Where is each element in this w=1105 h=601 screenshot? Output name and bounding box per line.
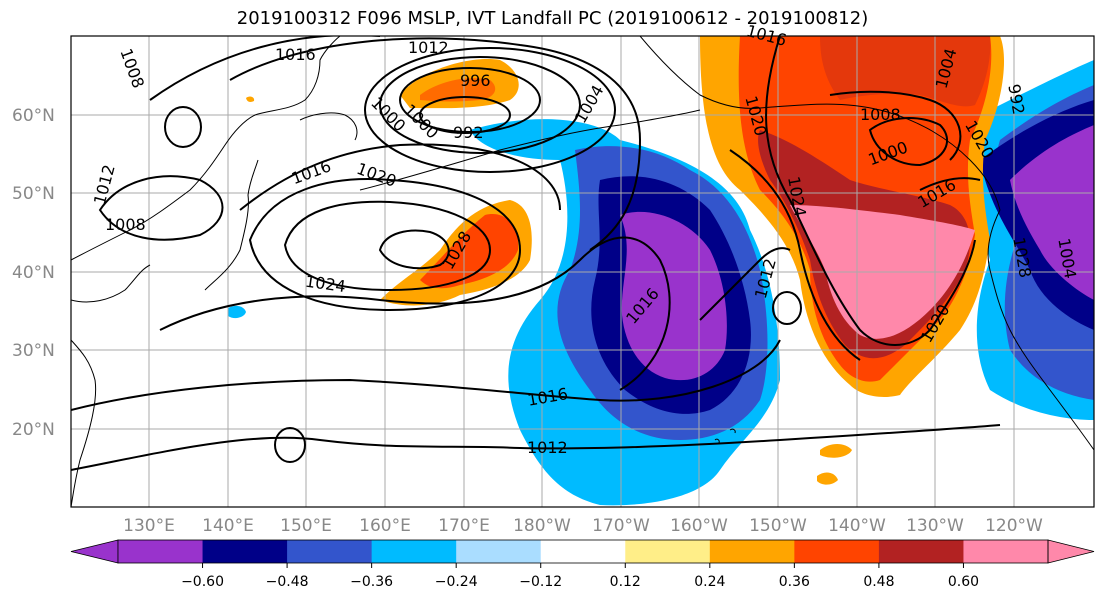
contour-992 [419, 96, 511, 134]
aleutians [359, 109, 701, 191]
contour-label: 996 [460, 71, 491, 90]
colorbar-tick-label: 0.24 [694, 574, 725, 590]
contour-1016-east [919, 177, 981, 191]
colorbar-tick-label: −0.24 [435, 574, 478, 590]
lat-label: 60°N [12, 106, 55, 126]
contour-1024-high [283, 200, 492, 292]
contour-1016-a [149, 36, 380, 101]
contour-label: 992 [453, 123, 484, 142]
colorbar-segment [118, 540, 204, 563]
colorbar-tick-label: −0.60 [181, 574, 224, 590]
latitude-labels: 60°N 50°N 40°N 30°N 20°N [12, 106, 55, 440]
map-frame [70, 35, 1095, 508]
lon-label: 120°W [985, 516, 1043, 536]
lat-label: 30°N [12, 341, 55, 361]
ivt-pos-small2 [817, 472, 838, 485]
lon-label: 150°E [280, 516, 332, 536]
contour-1016-small [274, 427, 306, 463]
contour-996 [399, 67, 541, 133]
contour-1016-south [71, 339, 781, 411]
colorbar-segment [540, 540, 626, 563]
alaska [639, 36, 1001, 211]
mslp-contours [71, 36, 1001, 471]
colorbar-tick-label: −0.48 [266, 574, 309, 590]
ivt-shading [228, 36, 1094, 506]
contour-1004-low [364, 47, 616, 173]
colorbar-extend-min [70, 539, 119, 564]
hawaii [714, 428, 736, 444]
colorbar-tick-label: 0.36 [779, 574, 810, 590]
contour-1024-east [729, 149, 861, 361]
map-title: 2019100312 F096 MSLP, IVT Landfall PC (2… [236, 8, 869, 29]
ivt-neg-060 [620, 211, 727, 381]
colorbar-tick-label: 0.60 [948, 574, 979, 590]
contour-1020-small [772, 291, 802, 325]
lon-label: 160°E [359, 516, 411, 536]
colorbar-segment [794, 540, 880, 563]
contour-1012-west [164, 106, 202, 148]
lon-label: 130°W [906, 516, 964, 536]
lat-label: 50°N [12, 184, 55, 204]
contour-1012-a [229, 37, 642, 251]
graticule [71, 36, 1094, 507]
contour-1020-high [248, 178, 522, 312]
ivt-pos-small3 [246, 96, 255, 102]
contour-1004-east [868, 117, 949, 167]
ivt-neg-east-060 [1010, 125, 1094, 300]
colorbar-segment [456, 540, 542, 563]
lon-label: 140°W [828, 516, 886, 536]
ivt-pos-036-mid [420, 214, 519, 289]
contour-1012-south [71, 424, 1001, 471]
colorbar-segment [371, 540, 457, 563]
lon-label: 150°W [749, 516, 807, 536]
contour-label: 1012 [527, 438, 568, 457]
lat-label: 20°N [12, 420, 55, 440]
lon-label: 140°E [202, 516, 254, 536]
colorbar-tick-label: −0.12 [519, 574, 562, 590]
coastlines [71, 36, 1094, 507]
asia-coast [71, 36, 341, 261]
lon-label: 130°E [123, 516, 175, 536]
contour-label: 1012 [408, 38, 449, 57]
na-west-coast [987, 209, 1094, 451]
ivt-pos-small1 [820, 444, 852, 458]
japan [204, 159, 259, 291]
colorbar-segment [287, 540, 373, 563]
colorbar-tick-label: 0.12 [610, 574, 641, 590]
lon-label: 160°W [670, 516, 728, 536]
lat-label: 40°N [12, 263, 55, 283]
colorbar-segment [709, 540, 795, 563]
colorbar-segment [963, 540, 1049, 563]
ivt-neg-small [228, 305, 246, 319]
lon-label: 170°W [592, 516, 650, 536]
contour-label: 1008 [105, 215, 146, 234]
kamchatka [299, 112, 358, 141]
colorbar-segment [202, 540, 288, 563]
contour-1000-low [379, 56, 581, 154]
lon-label: 180°W [513, 516, 571, 536]
longitude-labels: 130°E 140°E 150°E 160°E 170°E 180°W 170°… [123, 516, 1043, 536]
colorbar-outline [117, 539, 1049, 564]
colorbar-segment [625, 540, 711, 563]
contour-1016-b [239, 143, 561, 211]
contour-1008-west [98, 175, 224, 241]
colorbar-tick-label: 0.48 [863, 574, 894, 590]
contour-1012-east [699, 247, 791, 321]
contour-1008-east [829, 90, 962, 161]
lon-label: 170°E [438, 516, 490, 536]
contour-1028-high [378, 229, 450, 270]
colorbar [70, 539, 1095, 568]
ivt-pos-036-north [420, 78, 496, 102]
colorbar-segment [878, 540, 964, 563]
colorbar-extend-max [1047, 539, 1095, 564]
contour-1016-mid [159, 236, 671, 391]
colorbar-labels: −0.60 −0.48 −0.36 −0.24 −0.12 0.12 0.24 … [181, 574, 979, 590]
contour-label: 1016 [275, 45, 316, 64]
colorbar-tick-label: −0.36 [350, 574, 393, 590]
contour-label: 1008 [860, 105, 901, 124]
ivt-pos-048-alaska [820, 36, 991, 107]
korea-china [71, 264, 151, 507]
contour-1020-east [765, 36, 976, 346]
